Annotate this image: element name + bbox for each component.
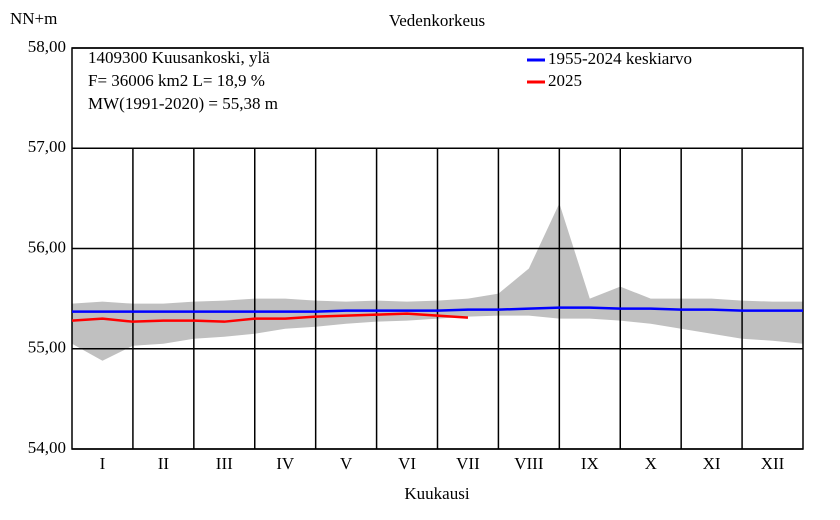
annotation: 1409300 Kuusankoski, ylä (88, 48, 270, 67)
annotation: MW(1991-2020) = 55,38 m (88, 94, 278, 113)
x-tick-label: III (216, 454, 233, 473)
y-axis-label: NN+m (10, 9, 57, 28)
plot-border (71, 47, 804, 450)
x-tick-label: X (645, 454, 657, 473)
x-tick-label: VIII (514, 454, 544, 473)
series-line (71, 312, 469, 323)
x-tick-label: V (340, 454, 353, 473)
y-tick-label: 56,00 (28, 237, 66, 256)
chart-title: Vedenkorkeus (389, 11, 485, 30)
x-tick-label: VI (398, 454, 416, 473)
x-tick-label: XII (761, 454, 785, 473)
series-line (72, 306, 803, 313)
x-tick-label: II (158, 454, 170, 473)
legend-label: 1955-2024 keskiarvo (548, 49, 692, 68)
annotation: F= 36006 km2 L= 18,9 % (88, 71, 265, 90)
y-tick-label: 58,00 (28, 37, 66, 56)
x-tick-label: IV (276, 454, 295, 473)
y-tick-label: 55,00 (28, 338, 66, 357)
x-tick-label: IX (581, 454, 599, 473)
y-tick-label: 57,00 (28, 137, 66, 156)
x-tick-label: XI (703, 454, 721, 473)
legend-label: 2025 (548, 71, 582, 90)
x-tick-label: I (100, 454, 106, 473)
x-tick-label: VII (456, 454, 480, 473)
x-axis-label: Kuukausi (404, 484, 469, 503)
y-tick-label: 54,00 (28, 438, 66, 457)
